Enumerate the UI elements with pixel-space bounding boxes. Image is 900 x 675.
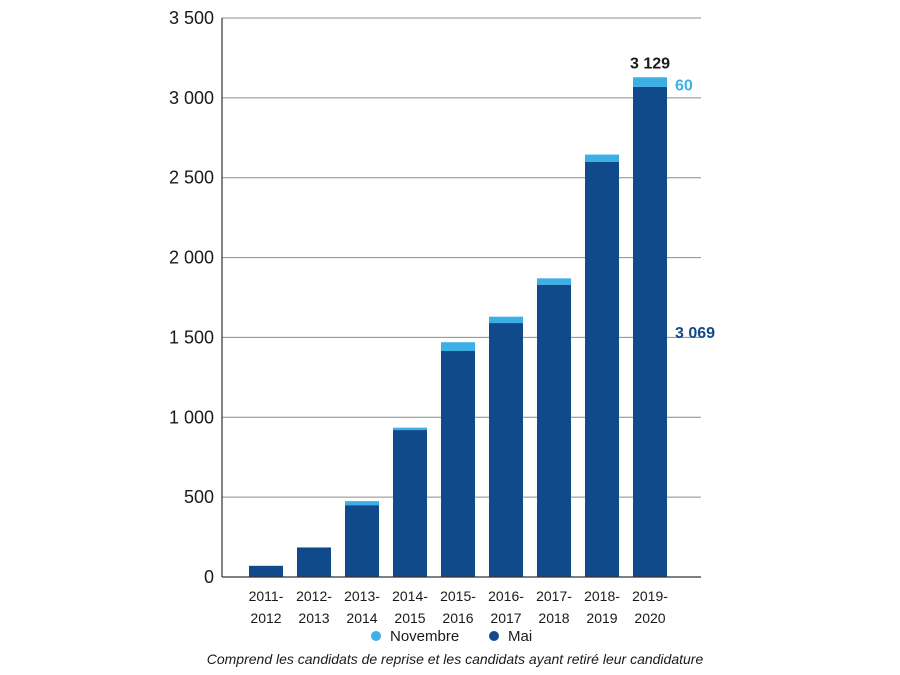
x-tick-label-top: 2011- [249, 588, 284, 604]
bar-segment-mai-2011-2012 [249, 565, 283, 577]
x-tick-label-top: 2012- [296, 588, 332, 604]
x-tick-label-bottom: 2018 [538, 610, 569, 626]
legend-swatch-mai [489, 631, 499, 641]
x-tick-label-bottom: 2012 [250, 610, 281, 626]
legend-swatch-novembre [371, 631, 381, 641]
bar-segment-novembre-2017-2018 [537, 278, 571, 285]
axes: 0 500 1 000 1 500 2 000 2 500 3 000 3 500 2011- 2… [169, 8, 701, 626]
bar-segment-novembre-2014-2015 [393, 427, 427, 431]
bar-segment-novembre-2019-2020 [633, 77, 667, 87]
y-tick-label: 1 000 [169, 407, 214, 427]
x-tick-label-top: 2014- [392, 588, 428, 604]
x-tick-label-bottom: 2014 [346, 610, 377, 626]
y-tick-label: 1 500 [169, 327, 214, 347]
bar-segment-novembre-2013-2014 [345, 501, 379, 506]
gridlines [222, 17, 701, 498]
x-tick-label-bottom: 2017 [490, 610, 521, 626]
x-tick-label-top: 2013- [344, 588, 380, 604]
bar-segment-mai-2016-2017 [489, 323, 523, 577]
legend-label-novembre: Novembre [390, 628, 459, 645]
bar-segment-mai-2018-2019 [585, 161, 619, 577]
x-tick-label-top: 2016- [488, 588, 524, 604]
bar-segment-mai-2015-2016 [441, 351, 475, 577]
bar-segment-mai-2012-2013 [297, 547, 331, 577]
mai-annotation: 3 069 [675, 325, 715, 342]
x-tick-label-top: 2019- [632, 588, 668, 604]
x-tick-label-top: 2017- [536, 588, 572, 604]
x-tick-label-top: 2015- [440, 588, 476, 604]
y-tick-label: 3 500 [169, 8, 214, 28]
bar-segment-mai-2013-2014 [345, 505, 379, 577]
legend: Novembre Mai [371, 628, 532, 645]
y-tick-label: 3 000 [169, 88, 214, 108]
bar-segment-novembre-2016-2017 [489, 316, 523, 324]
y-tick-label: 500 [184, 487, 214, 507]
bar-segment-mai-2019-2020 [633, 86, 667, 578]
bars [249, 77, 667, 578]
chart-note: Comprend les candidats de reprise et les… [207, 651, 704, 667]
x-tick-label-bottom: 2016 [442, 610, 473, 626]
x-tick-label-bottom: 2019 [586, 610, 617, 626]
x-tick-label-top: 2018- [584, 588, 620, 604]
bar-segment-mai-2014-2015 [393, 430, 427, 577]
bar-segment-novembre-2018-2019 [585, 154, 619, 162]
bar-segment-mai-2017-2018 [537, 284, 571, 577]
x-tick-label-bottom: 2013 [298, 610, 329, 626]
legend-label-mai: Mai [508, 628, 532, 645]
x-tick-label-bottom: 2015 [394, 610, 425, 626]
bar-segment-novembre-2015-2016 [441, 342, 475, 352]
y-tick-label: 0 [204, 567, 214, 587]
novembre-annotation: 60 [675, 77, 693, 94]
x-tick-label-bottom: 2020 [634, 610, 665, 626]
y-tick-label: 2 500 [169, 168, 214, 188]
total-annotation: 3 129 [630, 55, 670, 72]
y-tick-label: 2 000 [169, 248, 214, 268]
